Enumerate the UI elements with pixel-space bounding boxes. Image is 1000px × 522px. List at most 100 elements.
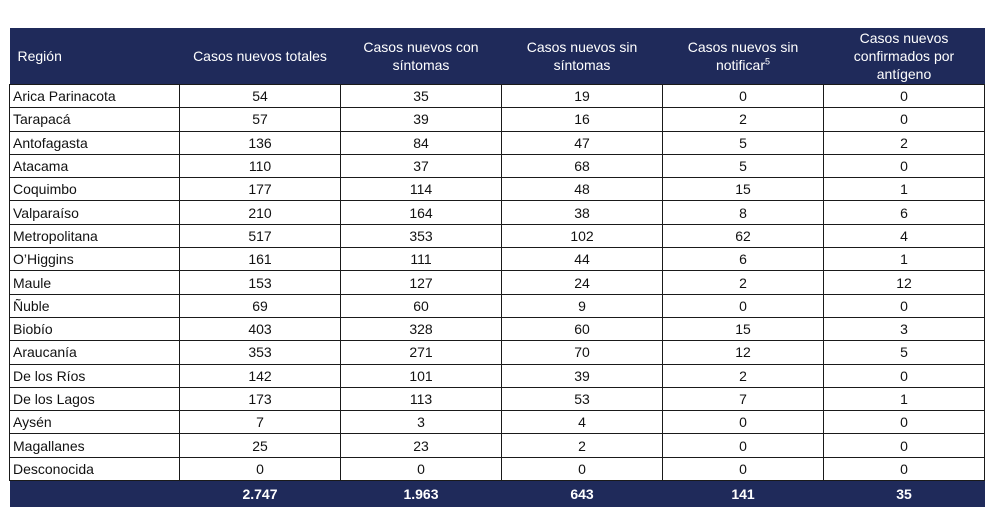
asymptomatic-cell: 47	[501, 130, 663, 155]
symptomatic-cell: 0	[340, 456, 502, 482]
region-cell: Atacama	[9, 153, 180, 179]
unreported-cell: 0	[662, 410, 824, 435]
asymptomatic-cell: 4	[501, 410, 663, 435]
antigen-cell: 12	[823, 270, 985, 295]
symptomatic-cell: 111	[340, 247, 502, 272]
symptomatic-cell: 23	[340, 433, 502, 458]
antigen-cell: 1	[823, 386, 985, 412]
region-cell: Desconocida	[9, 456, 180, 482]
total-antigen-cell: 35	[823, 480, 985, 508]
header-unreported-label: Casos nuevos sin notificar	[687, 39, 799, 73]
table-row: Desconocida 0 0 0 0 0	[9, 456, 985, 482]
header-region: Región	[9, 28, 180, 85]
asymptomatic-cell: 53	[501, 386, 663, 412]
region-cell: Coquimbo	[9, 177, 180, 202]
symptomatic-cell: 271	[340, 340, 502, 365]
symptomatic-cell: 39	[340, 107, 502, 132]
unreported-cell: 5	[662, 153, 824, 179]
table-row: O’Higgins 161 111 44 6 1	[9, 247, 985, 272]
asymptomatic-cell: 19	[501, 83, 663, 109]
region-cell: De los Lagos	[9, 386, 180, 412]
header-total-cases: Casos nuevos totales	[179, 28, 341, 85]
table-row: Valparaíso 210 164 38 8 6	[9, 200, 985, 225]
asymptomatic-cell: 38	[501, 200, 663, 225]
antigen-cell: 6	[823, 200, 985, 225]
region-cell: Valparaíso	[9, 200, 180, 225]
asymptomatic-cell: 60	[501, 316, 663, 342]
asymptomatic-cell: 0	[501, 456, 663, 482]
symptomatic-cell: 84	[340, 130, 502, 155]
symptomatic-cell: 353	[340, 223, 502, 249]
symptomatic-cell: 60	[340, 293, 502, 318]
asymptomatic-cell: 24	[501, 270, 663, 295]
region-cell: O’Higgins	[9, 247, 180, 272]
antigen-cell: 0	[823, 153, 985, 179]
table-row: Biobío 403 328 60 15 3	[9, 316, 985, 342]
unreported-cell: 5	[662, 130, 824, 155]
total-cases-cell: 69	[179, 293, 341, 318]
unreported-cell: 6	[662, 247, 824, 272]
symptomatic-cell: 328	[340, 316, 502, 342]
asymptomatic-cell: 39	[501, 363, 663, 388]
antigen-cell: 0	[823, 363, 985, 388]
total-cases-cell: 177	[179, 177, 341, 202]
unreported-cell: 8	[662, 200, 824, 225]
antigen-cell: 3	[823, 316, 985, 342]
unreported-cell: 15	[662, 177, 824, 202]
unreported-cell: 0	[662, 293, 824, 318]
cases-by-region-table: Región Casos nuevos totales Casos nuevos…	[9, 28, 985, 508]
total-cases-cell: 7	[179, 410, 341, 435]
unreported-cell: 0	[662, 83, 824, 109]
total-cases-cell: 353	[179, 340, 341, 365]
header-row: Región Casos nuevos totales Casos nuevos…	[9, 28, 985, 85]
antigen-cell: 1	[823, 177, 985, 202]
table-row: Tarapacá 57 39 16 2 0	[9, 107, 985, 132]
total-cases-cell: 2.747	[179, 480, 341, 508]
antigen-cell: 2	[823, 130, 985, 155]
total-cases-cell: 57	[179, 107, 341, 132]
total-cases-cell: 161	[179, 247, 341, 272]
total-cases-cell: 517	[179, 223, 341, 249]
table-row: Metropolitana 517 353 102 62 4	[9, 223, 985, 249]
table-row: Ñuble 69 60 9 0 0	[9, 293, 985, 318]
table-row: Antofagasta 136 84 47 5 2	[9, 130, 985, 155]
region-cell: De los Ríos	[9, 363, 180, 388]
symptomatic-cell: 3	[340, 410, 502, 435]
total-cases-cell: 403	[179, 316, 341, 342]
header-asymptomatic-cases: Casos nuevos sin síntomas	[501, 28, 663, 85]
antigen-cell: 0	[823, 107, 985, 132]
total-symptomatic-cell: 1.963	[340, 480, 502, 508]
table-row: Magallanes 25 23 2 0 0	[9, 433, 985, 458]
total-cases-cell: 142	[179, 363, 341, 388]
header-footnote-marker: 5	[765, 56, 771, 67]
region-cell: Magallanes	[9, 433, 180, 458]
unreported-cell: 2	[662, 363, 824, 388]
region-cell: Antofagasta	[9, 130, 180, 155]
asymptomatic-cell: 44	[501, 247, 663, 272]
unreported-cell: 2	[662, 270, 824, 295]
symptomatic-cell: 164	[340, 200, 502, 225]
unreported-cell: 0	[662, 456, 824, 482]
region-cell: Biobío	[9, 316, 180, 342]
total-cases-cell: 136	[179, 130, 341, 155]
table-body: Arica Parinacota 54 35 19 0 0 Tarapacá 57 39 16 2 0…	[9, 83, 985, 482]
total-cases-cell: 0	[179, 456, 341, 482]
antigen-cell: 0	[823, 456, 985, 482]
antigen-cell: 0	[823, 433, 985, 458]
region-cell: Metropolitana	[9, 223, 180, 249]
total-cases-cell: 54	[179, 83, 341, 109]
asymptomatic-cell: 102	[501, 223, 663, 249]
region-cell: Araucanía	[9, 340, 180, 365]
table-row: Atacama 110 37 68 5 0	[9, 153, 985, 179]
table-row: De los Lagos 173 113 53 7 1	[9, 386, 985, 412]
unreported-cell: 2	[662, 107, 824, 132]
table-row: Coquimbo 177 114 48 15 1	[9, 177, 985, 202]
antigen-cell: 1	[823, 247, 985, 272]
antigen-cell: 0	[823, 293, 985, 318]
unreported-cell: 0	[662, 433, 824, 458]
total-unreported-cell: 141	[662, 480, 824, 508]
antigen-cell: 0	[823, 410, 985, 435]
table-row: Maule 153 127 24 2 12	[9, 270, 985, 295]
header-symptomatic-cases: Casos nuevos con síntomas	[340, 28, 502, 85]
totals-label-cell	[9, 480, 180, 508]
